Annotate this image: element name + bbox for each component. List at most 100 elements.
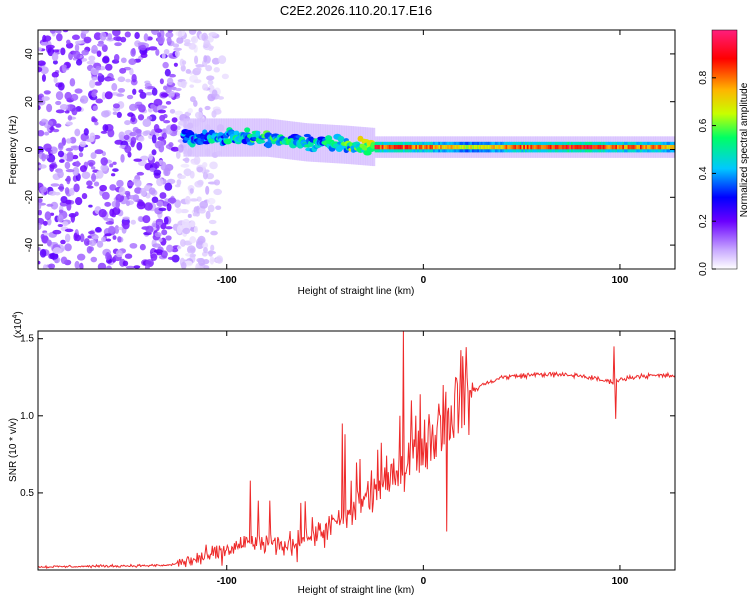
spectrogram-signal-core <box>383 144 387 150</box>
y-tick-label: 40 <box>24 48 35 60</box>
spectrogram-signal-core <box>489 144 493 150</box>
spectrogram-noise-blob <box>170 146 180 152</box>
spectrogram-noise-blob <box>79 262 84 269</box>
spectrogram-noise-blob <box>64 161 71 170</box>
spectrogram-noise-blob <box>203 247 208 254</box>
spectrogram-noise-blob <box>109 163 114 168</box>
x-tick-label: 0 <box>421 576 427 587</box>
spectrogram-noise-blob <box>209 161 218 170</box>
spectrogram-noise-blob <box>162 61 169 69</box>
spectrogram-noise-blob <box>94 121 99 126</box>
spectrogram-noise-blob <box>213 188 223 196</box>
spectrogram-signal-core <box>473 144 477 150</box>
spectrogram-noise-blob <box>38 198 43 203</box>
spectrogram-noise-blob <box>133 158 143 162</box>
spectrogram-noise-blob <box>91 44 98 54</box>
y-tick-label: -40 <box>24 237 35 252</box>
spectrogram-noise-blob <box>89 79 96 89</box>
spectrogram-noise-blob <box>65 138 72 144</box>
spectrogram-noise-blob <box>167 256 177 260</box>
spectrogram-signal-core <box>620 144 624 150</box>
spectrogram-signal-core <box>406 144 410 150</box>
spectrogram-noise-blob <box>95 66 102 71</box>
spectrogram-signal-core <box>486 144 489 150</box>
spectrogram-signal-core <box>438 144 441 150</box>
spectrogram-signal-core <box>445 144 448 150</box>
spectrogram-signal-core <box>574 144 578 150</box>
spectrogram-noise-blob <box>184 157 190 164</box>
spectrogram-noise-blob <box>122 221 130 230</box>
spectrogram-signal-core <box>586 144 590 150</box>
spectrogram-noise-blob <box>176 37 184 44</box>
spectrogram-noise-blob <box>154 232 162 238</box>
spectrogram-signal-core <box>528 144 532 150</box>
spectrogram-noise-blob <box>129 67 134 76</box>
spectrogram-y-label: Frequency (Hz) <box>8 116 19 185</box>
spectrogram-signal-core <box>399 144 402 150</box>
spectrogram-noise-blob <box>139 243 146 251</box>
spectrogram-noise-blob <box>148 187 156 195</box>
spectrogram-noise-blob <box>74 43 80 53</box>
spectrogram-signal-core <box>417 144 420 150</box>
spectrogram-noise-blob <box>208 219 217 225</box>
spectrogram-signal-core <box>379 144 383 150</box>
spectrogram-noise-blob <box>52 128 60 133</box>
spectrogram-noise-blob <box>120 57 127 64</box>
spectrogram-noise-blob <box>208 250 214 257</box>
spectrogram-signal-core <box>401 144 404 150</box>
spectrogram-noise-blob <box>73 183 80 193</box>
spectrogram-noise-blob <box>179 239 186 247</box>
spectrogram-noise-blob <box>69 78 76 87</box>
spectrogram-noise-blob <box>131 73 137 83</box>
spectrogram-noise-blob <box>188 42 197 50</box>
spectrogram-signal-core <box>668 144 671 150</box>
spectrogram-noise-blob <box>99 31 107 41</box>
spectrogram-noise-blob <box>189 84 195 88</box>
spectrogram-noise-blob <box>50 147 58 151</box>
spectrogram-noise-blob <box>137 114 145 121</box>
snr-scale-prefix: (x10 <box>13 318 24 338</box>
spectrogram-noise-blob <box>78 152 84 158</box>
spectrogram-noise-blob <box>38 164 47 169</box>
spectrogram-signal-core <box>601 144 604 150</box>
spectrogram-noise-blob <box>165 100 172 105</box>
spectrogram-noise-blob <box>202 242 209 249</box>
spectrogram-signal-core <box>652 144 655 150</box>
spectrogram-noise-blob <box>173 62 178 67</box>
spectrogram-noise-blob <box>96 50 102 57</box>
spectrogram-noise-blob <box>156 200 164 207</box>
spectrogram-signal-core <box>657 144 661 150</box>
spectrogram-signal-core <box>650 144 654 150</box>
spectrogram-noise-blob <box>88 162 94 167</box>
spectrogram-noise-blob <box>139 91 147 99</box>
spectrogram-noise-blob <box>213 179 221 186</box>
spectrogram-noise-blob <box>125 265 135 269</box>
spectrogram-noise-blob <box>50 183 60 187</box>
svg-text:(x104): (x104) <box>12 311 24 338</box>
spectrogram-noise-blob <box>125 200 131 207</box>
spectrogram-noise-blob <box>204 105 211 111</box>
spectrogram-signal-core <box>505 144 509 150</box>
spectrogram-signal-blob <box>257 139 266 144</box>
spectrogram-noise-blob <box>66 202 72 211</box>
spectrogram-noise-blob <box>64 110 70 114</box>
spectrogram-signal-core <box>537 144 540 150</box>
spectrogram-noise-blob <box>157 32 162 38</box>
spectrogram-noise-blob <box>130 48 136 57</box>
spectrogram-noise-blob <box>177 174 186 180</box>
spectrogram-noise-blob <box>51 71 59 78</box>
spectrogram-noise-blob <box>164 68 171 77</box>
spectrogram-signal-core <box>402 144 406 150</box>
snr-y-label: SNR (10 * v/v) <box>8 418 19 482</box>
spectrogram-signal-core <box>521 144 525 150</box>
spectrogram-signal-core <box>549 144 553 150</box>
colorbar-gradient <box>711 29 738 270</box>
spectrogram-signal-blob <box>303 133 311 138</box>
spectrogram-noise-blob <box>88 55 96 62</box>
spectrogram-noise-blob <box>169 109 176 114</box>
spectrogram-signal-core <box>643 144 647 150</box>
spectrogram-noise-blob <box>156 221 163 226</box>
spectrogram-noise-blob <box>119 67 127 74</box>
spectrogram-noise-blob <box>102 56 110 64</box>
spectrogram-noise-blob <box>79 165 87 173</box>
